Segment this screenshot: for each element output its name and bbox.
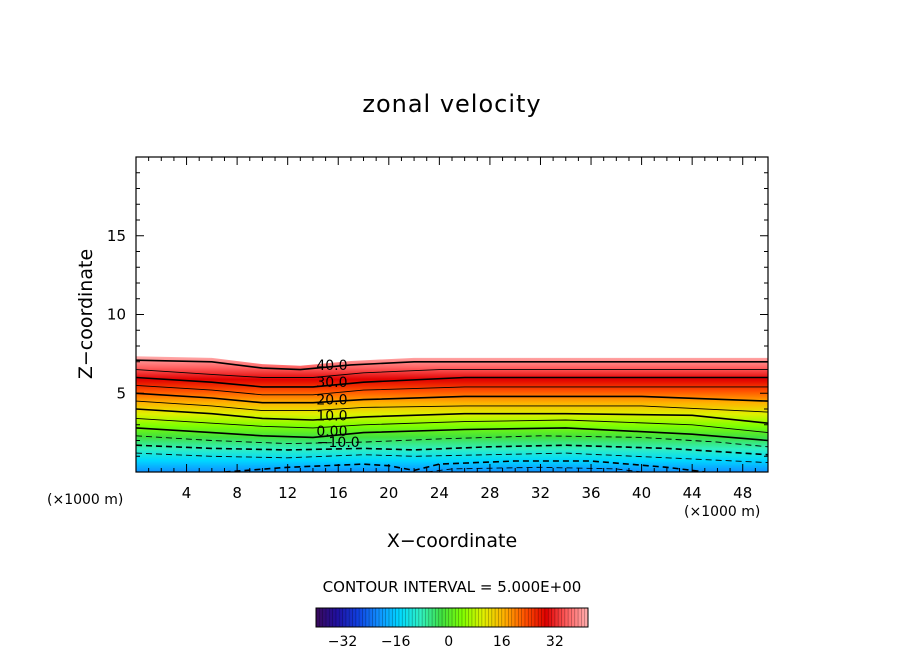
x-tick-label: 48 [733,484,752,502]
colorbar-tick-label: 0 [444,634,453,650]
y-tick-label: 10 [107,306,126,324]
y-tick-label: 15 [107,227,126,245]
x-tick-label: 12 [278,484,297,502]
contour-line [136,427,768,442]
x-tick-label: 24 [430,484,449,502]
contour-label: 10.0 [316,408,347,424]
y-axis-label: Z−coordinate [75,249,97,379]
x-tick-label: 44 [683,484,702,502]
contour-line [136,417,768,434]
contour-line [224,460,705,472]
x-tick-label: 40 [632,484,651,502]
x-tick-label: 20 [379,484,398,502]
contour-line [136,400,768,413]
x-axis-label: X−coordinate [387,530,517,552]
contour-line [136,452,768,464]
contour-line [136,408,768,424]
x-unit-right: (×1000 m) [684,504,760,520]
x-tick-label: 16 [329,484,348,502]
plot-area: 40.030.020.010.00.00−10.0 4 8 12 16 20 24 28 32… [107,156,769,502]
contour-label: 20.0 [316,393,347,409]
x-tick-label: 8 [232,484,242,502]
colorbar-tick-label: 32 [546,634,564,650]
x-tick-label: 4 [182,484,192,502]
contour-label: 30.0 [316,375,347,391]
contour-interval-text: CONTOUR INTERVAL = 5.000E+00 [323,578,582,596]
y-tick-label: 5 [116,384,126,402]
x-tick-label: 36 [581,484,600,502]
colorbar-tick-label: −32 [328,634,358,650]
contour-line [136,384,768,396]
colorbar-tick-label: −16 [381,634,411,650]
x-tick-label: 32 [531,484,550,502]
colorbar-frame [315,607,589,628]
contour-line [136,359,768,371]
contour-lines [136,359,768,472]
colorbar: −32 −16 0 16 32 [315,607,589,650]
x-tick-label: 28 [480,484,499,502]
contour-label: −10.0 [317,435,360,451]
colorbar-ticks: −32 −16 0 16 32 [328,634,564,650]
y-axis-ticks: 5 10 15 [107,172,768,457]
colorbar-tick-label: 16 [493,634,511,650]
x-unit-left: (×1000 m) [47,492,123,508]
contour-line [136,376,768,388]
contour-line [136,444,768,456]
colorbar-fill [316,608,588,627]
contour-labels: 40.030.0 20.010.00.00−10.0 [316,358,359,451]
contour-line [136,435,768,448]
contour-line [136,369,768,378]
contour-label: 40.0 [316,358,347,374]
x-axis-ticks: 4 8 12 16 20 24 28 32 36 40 44 48 [148,157,756,502]
contour-label: 0.00 [316,424,347,440]
contour-line [136,392,768,404]
chart-title: zonal velocity [362,90,541,118]
colorbar-stripes [318,608,586,627]
